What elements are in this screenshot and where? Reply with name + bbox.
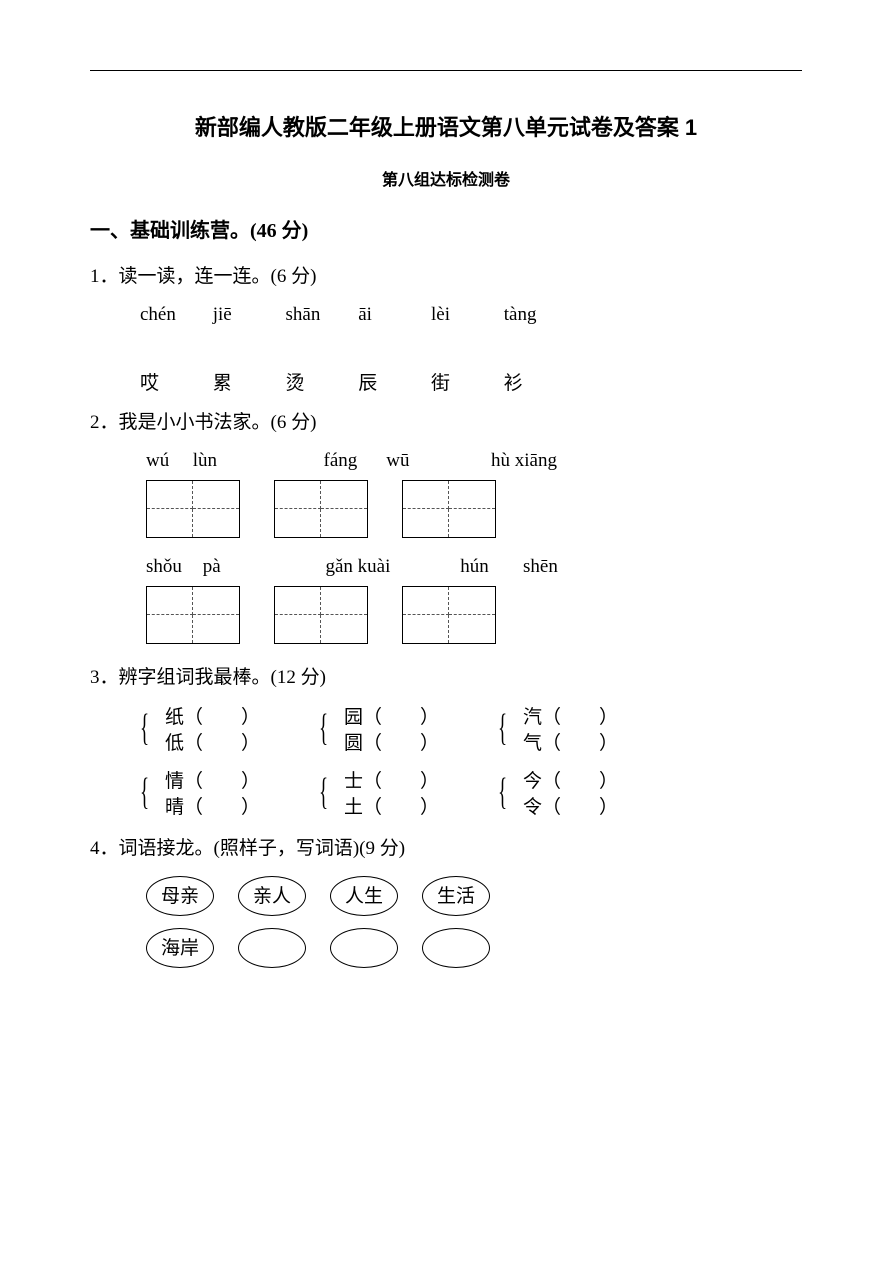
tian-grid-4[interactable] [146,586,240,644]
q2-r1-p1: lùn [193,450,319,472]
q3-row1: { 纸（ ） 低（ ） { 园（ ） 圆（ ） { 汽（ ） 气（ ） [140,705,802,757]
q2-grid-row1 [146,480,802,538]
q3-r2-1a: 士 [344,771,363,792]
q2-r1-p2: fáng [324,450,382,472]
q1-hanzi-1: 累 [213,368,281,395]
q2-box-section: wú lùn fáng wū hù xiāng shǒu pà gǎn kuài… [146,450,802,644]
tian-grid-2[interactable] [274,480,368,538]
q2-r1-p0: wú [146,450,188,472]
q3-r2-2a: 今 [523,771,542,792]
q3-r2-1b: 土 [344,797,363,818]
q3-r2-2b: 令 [523,797,542,818]
q1-hanzi-5: 衫 [504,368,572,395]
q1-text: 1．读一读，连一连。(6 分) [90,261,802,288]
q4-text: 4．词语接龙。(照样子，写词语)(9 分) [90,833,802,860]
brace-icon: { [140,769,149,815]
tian-grid-6[interactable] [402,586,496,644]
q1-hanzi-row: 哎 累 烫 辰 街 衫 [140,368,802,395]
q4-answer-row: 海岸 [146,928,802,968]
q3-r1-0b: 低 [165,733,184,754]
brace-icon: { [319,705,328,751]
oval-ex-2: 人生 [330,876,398,916]
q1-hanzi-0: 哎 [140,368,208,395]
oval-ex-1: 亲人 [238,876,306,916]
q3-pair-4: { 情（ ） 晴（ ） [140,769,315,821]
tian-grid-1[interactable] [146,480,240,538]
q2-grid-row2 [146,586,802,644]
brace-icon: { [140,705,149,751]
q3-r1-2b: 气 [523,733,542,754]
q1-hanzi-2: 烫 [286,368,354,395]
q1-pinyin-0: chén [140,304,208,326]
oval-ex-0: 母亲 [146,876,214,916]
brace-icon: { [498,769,507,815]
q3-r1-1b: 圆 [344,733,363,754]
q3-pair-3: { 汽（ ） 气（ ） [498,705,673,757]
q3-r2-0a: 情 [165,771,184,792]
top-rule [90,70,802,71]
q3-text: 3．辨字组词我最棒。(12 分) [90,662,802,689]
q3-row2: { 情（ ） 晴（ ） { 士（ ） 土（ ） { 今（ ） 令（ ） [140,769,802,821]
tian-grid-5[interactable] [274,586,368,644]
q2-r2-p4: shēn [523,556,583,578]
tian-grid-3[interactable] [402,480,496,538]
q2-r2-p0: shǒu [146,556,198,578]
q2-row2-pinyin: shǒu pà gǎn kuài hún shēn [146,556,802,578]
q1-pinyin-2: shān [286,304,354,326]
q2-r1-p3: wū [386,450,486,472]
q3-pair-5: { 士（ ） 土（ ） [319,769,494,821]
q3-pair-2: { 园（ ） 圆（ ） [319,705,494,757]
q1-hanzi-3: 辰 [358,368,426,395]
q3-pair-1: { 纸（ ） 低（ ） [140,705,315,757]
q2-r2-p2: gǎn kuài [326,556,456,578]
main-title: 新部编人教版二年级上册语文第八单元试卷及答案 1 [90,110,802,142]
oval-ans-2[interactable] [330,928,398,968]
q1-hanzi-4: 街 [431,368,499,395]
q1-pinyin-5: tàng [504,304,572,326]
oval-ans-3[interactable] [422,928,490,968]
q3-pair-6: { 今（ ） 令（ ） [498,769,673,821]
q1-pinyin-4: lèi [431,304,499,326]
q3-r1-0a: 纸 [165,707,184,728]
q2-r2-p1: pà [203,556,321,578]
q1-pinyin-1: jiē [213,304,281,326]
section-heading-1: 一、基础训练营。(46 分) [90,214,802,243]
q2-row1-pinyin: wú lùn fáng wū hù xiāng [146,450,802,472]
q2-r1-p4: hù xiāng [491,450,591,472]
q3-r2-0b: 晴 [165,797,184,818]
q2-r2-p3: hún [460,556,518,578]
q3-r1-1a: 园 [344,707,363,728]
oval-ans-0: 海岸 [146,928,214,968]
q3-r1-2a: 汽 [523,707,542,728]
q4-example-row: 母亲 亲人 人生 生活 [146,876,802,916]
oval-ans-1[interactable] [238,928,306,968]
sub-title: 第八组达标检测卷 [90,166,802,190]
q1-pinyin-3: āi [358,304,426,326]
q1-pinyin-row: chén jiē shān āi lèi tàng [140,304,802,326]
brace-icon: { [498,705,507,751]
brace-icon: { [319,769,328,815]
oval-ex-3: 生活 [422,876,490,916]
q2-text: 2．我是小小书法家。(6 分) [90,407,802,434]
